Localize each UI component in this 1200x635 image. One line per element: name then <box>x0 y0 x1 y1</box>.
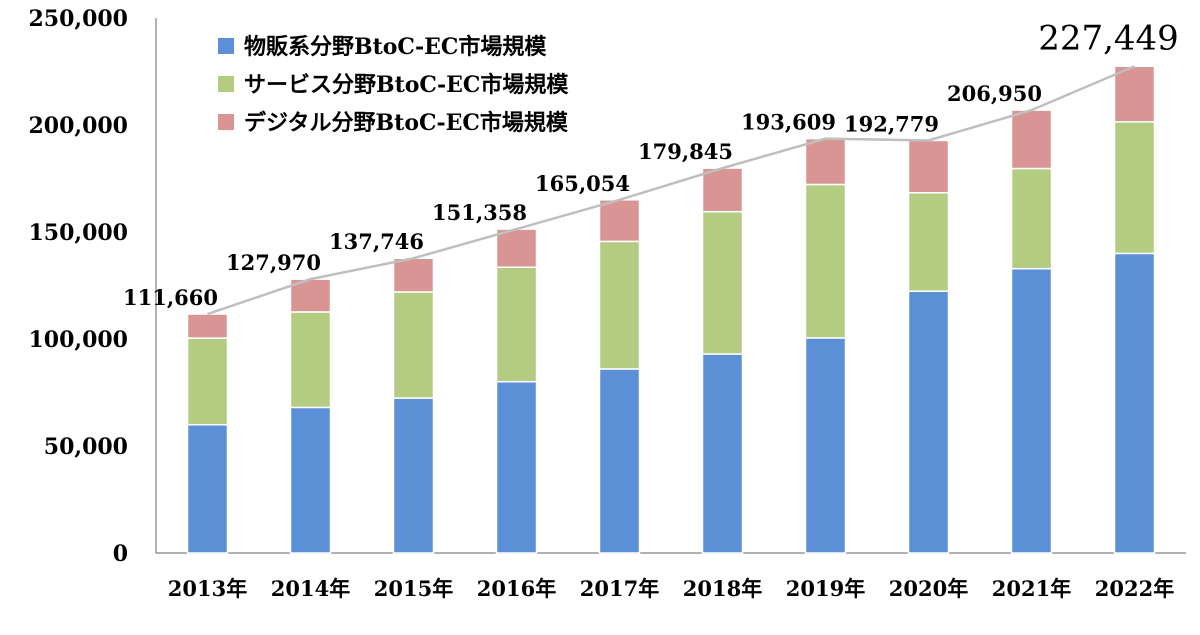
x-tick-label: 2021年 <box>992 576 1071 601</box>
bar-segment-series-2 <box>598 240 641 370</box>
bar-segment-series-2 <box>392 291 435 399</box>
bar-segment-series-3 <box>1010 109 1053 170</box>
total-data-label: 192,779 <box>844 111 939 136</box>
bar-segment-series-2 <box>289 311 332 409</box>
bar-segment-series-1 <box>1113 252 1156 554</box>
legend-label: サービス分野BtoC-EC市場規模 <box>244 72 569 98</box>
x-tick-label: 2014年 <box>271 576 350 601</box>
total-line <box>207 65 1135 316</box>
legend-label: デジタル分野BtoC-EC市場規模 <box>244 110 569 136</box>
bar-segment-series-1 <box>598 368 641 554</box>
total-data-label: 151,358 <box>432 200 527 225</box>
total-line-path <box>207 65 1135 316</box>
legend-swatch <box>218 38 234 54</box>
x-tick-label: 2013年 <box>168 576 247 601</box>
bar-segment-series-1 <box>1010 267 1053 554</box>
total-data-label: 179,845 <box>638 139 733 164</box>
total-data-label: 165,054 <box>535 171 630 196</box>
bar-segment-series-3 <box>495 228 538 268</box>
total-labels: 111,660 127,970 137,746 151,358 165,054 179,8… <box>123 18 1179 310</box>
y-tick-label: 150,000 <box>28 220 128 246</box>
bar-segment-series-1 <box>289 406 332 554</box>
y-tick-label: 0 <box>113 541 128 567</box>
bar-segment-series-3 <box>701 167 744 213</box>
bar-segment-series-1 <box>186 423 229 554</box>
total-data-label: 193,609 <box>741 110 836 135</box>
bar-segment-series-1 <box>804 337 847 554</box>
x-tick-label: 2015年 <box>374 576 453 601</box>
bar-segment-series-2 <box>701 210 744 355</box>
bar-segment-series-1 <box>907 290 950 554</box>
bar-segment-series-3 <box>1113 65 1156 123</box>
y-tick-label: 250,000 <box>28 6 128 32</box>
bar-segment-series-3 <box>907 139 950 194</box>
bar-segment-series-2 <box>495 266 538 383</box>
axes: 0 50,000 100,000 150,000 200,000 250,000 2013年… <box>28 6 1186 601</box>
total-data-label: 206,950 <box>947 81 1042 106</box>
x-tick-label: 2016年 <box>477 576 556 601</box>
legend-swatch <box>218 76 234 92</box>
bar-segment-series-3 <box>598 199 641 243</box>
y-tick-label: 100,000 <box>28 327 128 353</box>
x-tick-label: 2020年 <box>889 576 968 601</box>
bar-segment-series-1 <box>701 353 744 554</box>
total-data-label: 111,660 <box>123 285 218 310</box>
total-data-label: 137,746 <box>329 229 424 254</box>
bar-segment-series-2 <box>804 183 847 339</box>
legend-swatch <box>218 114 234 130</box>
x-tick-label: 2022年 <box>1095 576 1174 601</box>
bar-segment-series-3 <box>392 257 435 293</box>
bars <box>186 65 1156 554</box>
x-tick-label: 2018年 <box>683 576 762 601</box>
bar-segment-series-1 <box>495 380 538 554</box>
bar-segment-series-2 <box>186 337 229 426</box>
x-tick-label: 2019年 <box>786 576 865 601</box>
legend: 物販系分野BtoC-EC市場規模サービス分野BtoC-EC市場規模デジタル分野B… <box>218 34 569 136</box>
total-data-label: 127,970 <box>226 250 321 275</box>
bar-segment-series-2 <box>1113 121 1156 255</box>
bar-segment-series-2 <box>907 192 950 292</box>
bar-segment-series-3 <box>804 137 847 186</box>
bar-segment-series-1 <box>392 397 435 554</box>
bar-segment-series-3 <box>186 313 229 339</box>
y-tick-label: 50,000 <box>44 434 128 460</box>
bar-segment-series-3 <box>289 278 332 313</box>
y-tick-label: 200,000 <box>28 113 128 139</box>
x-tick-label: 2017年 <box>580 576 659 601</box>
bar-segment-series-2 <box>1010 167 1053 270</box>
total-data-label: 227,449 <box>1038 18 1179 58</box>
legend-label: 物販系分野BtoC-EC市場規模 <box>244 34 547 60</box>
